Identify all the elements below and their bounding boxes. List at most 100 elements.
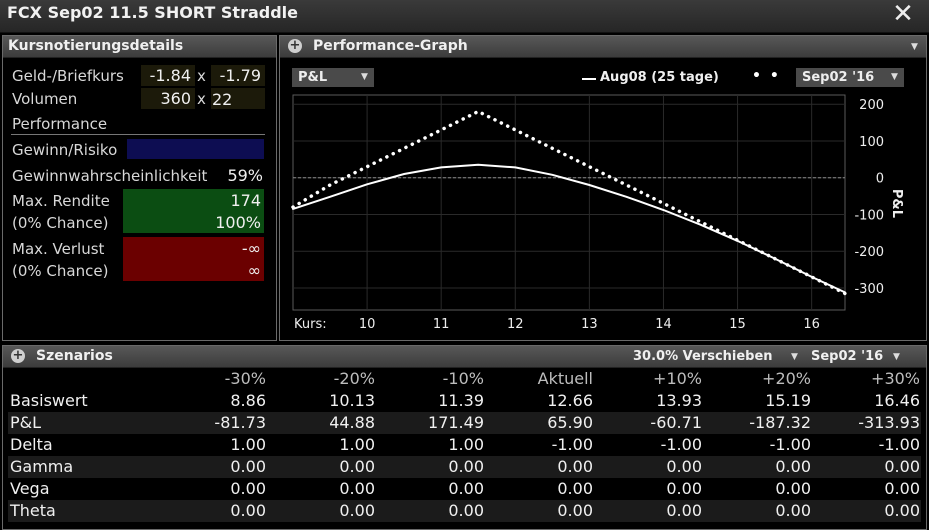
table-cell: 1.00: [230, 435, 266, 454]
bid-size-box: [141, 88, 195, 109]
performance-graph-header: + Performance-Graph ▼: [280, 36, 926, 58]
y-tick-label: 100: [859, 135, 884, 150]
column-header: Aktuell: [537, 369, 593, 388]
table-cell: 0.00: [775, 501, 811, 520]
column-header: -30%: [224, 369, 266, 388]
probability-value: 59%: [227, 166, 263, 185]
probability-label: Gewinnwahrscheinlichkeit: [12, 167, 208, 185]
table-cell: -187.32: [749, 413, 811, 432]
max-loss-label: Max. Verlust: [12, 240, 105, 258]
scenario-panel: + Szenarios 30.0% Verschieben ▼ Sep02 '1…: [2, 345, 927, 530]
row-label: Delta: [10, 435, 53, 454]
gain-risk-label: Gewinn/Risiko: [12, 141, 118, 159]
table-cell: 11.39: [438, 391, 484, 410]
metric-dropdown[interactable]: P&L ▼: [292, 68, 374, 87]
max-return-value: 174: [230, 191, 261, 210]
row-label: Basiswert: [10, 391, 88, 410]
chevron-down-icon[interactable]: ▼: [791, 352, 798, 362]
max-loss-chance-value: ∞: [247, 261, 261, 280]
scenario-title: Szenarios: [36, 348, 113, 364]
expiry-dropdown[interactable]: Sep02 '16 ▼: [796, 68, 904, 87]
table-cell: 0.00: [230, 501, 266, 520]
y-axis-label: P&L: [889, 189, 904, 218]
ask-size-box: [211, 88, 265, 109]
table-cell: 0.00: [884, 457, 920, 476]
scenario-expiry-dropdown[interactable]: Sep02 '16: [811, 349, 884, 364]
table-cell: 0.00: [230, 479, 266, 498]
table-cell: 171.49: [428, 413, 484, 432]
table-cell: -1.00: [769, 435, 811, 454]
volume-separator: x: [197, 90, 206, 108]
table-row: P&L -81.73 44.88 171.49 65.90 -60.71 -187.32 -3…: [8, 412, 921, 434]
legend-solid-line-icon: [582, 78, 596, 80]
row-label: Vega: [10, 479, 50, 498]
x-tick-label: 10: [359, 317, 376, 332]
table-cell: 8.86: [230, 391, 266, 410]
table-cell: 0.00: [557, 457, 593, 476]
table-cell: 15.19: [765, 391, 811, 410]
table-cell: -81.73: [214, 413, 266, 432]
y-tick-label: 0: [876, 172, 884, 187]
table-cell: -1.00: [878, 435, 920, 454]
table-row: Gamma 0.00 0.00 0.00 0.00 0.00 0.00 0.00: [8, 456, 921, 478]
table-row: Delta 1.00 1.00 1.00 -1.00 -1.00 -1.00 -1.00: [8, 434, 921, 456]
title-bar: [0, 0, 929, 33]
x-tick-label: 16: [803, 317, 820, 332]
scenario-table: -30% -20% -10% Aktuell +10% +20% +30% Basiswert…: [3, 368, 926, 528]
column-header: -10%: [442, 369, 484, 388]
quote-details-header: Kursnotierungsdetails: [3, 36, 276, 58]
metric-dropdown-label: P&L: [298, 70, 328, 85]
shift-dropdown[interactable]: 30.0% Verschieben: [633, 349, 773, 364]
table-cell: 0.00: [666, 457, 702, 476]
table-cell: -313.93: [858, 413, 920, 432]
table-cell: 12.66: [547, 391, 593, 410]
table-cell: 0.00: [448, 457, 484, 476]
column-header: +30%: [871, 369, 920, 388]
table-cell: 0.00: [339, 457, 375, 476]
quote-details-panel: Kursnotierungsdetails Geld-/Briefkurs -1…: [2, 35, 277, 341]
table-cell: 0.00: [884, 501, 920, 520]
row-label: Theta: [10, 501, 56, 520]
table-cell: 0.00: [775, 457, 811, 476]
legend-dotted-line-icon: • •: [752, 68, 781, 84]
panel-menu-icon[interactable]: ▼: [911, 42, 918, 52]
bid-ask-label: Geld-/Briefkurs: [12, 67, 124, 85]
volume-label: Volumen: [12, 90, 78, 108]
performance-graph-panel: + Performance-Graph ▼ P&L ▼ Aug08 (25 ta…: [279, 35, 927, 341]
table-cell: 0.00: [666, 501, 702, 520]
table-cell: 0.00: [666, 479, 702, 498]
gain-risk-box: [127, 139, 264, 159]
close-icon[interactable]: ✕: [892, 0, 914, 29]
table-cell: 0.00: [557, 501, 593, 520]
x-tick-label: 12: [507, 317, 524, 332]
max-return-label: Max. Rendite: [12, 192, 110, 210]
max-return-chance-label: (0% Chance): [12, 214, 109, 232]
table-cell: 0.00: [884, 479, 920, 498]
performance-chart[interactable]: 10 11 12 13 14 15 16 200 100 0 -100 -200 -300 Kurs: P&…: [280, 60, 926, 340]
table-cell: 44.88: [329, 413, 375, 432]
series-line-expiry: [291, 109, 847, 296]
row-label: Gamma: [10, 457, 74, 476]
table-cell: 0.00: [775, 479, 811, 498]
quote-details-title: Kursnotierungsdetails: [8, 38, 184, 54]
table-cell: 0.00: [448, 501, 484, 520]
x-tick-label: 11: [433, 317, 450, 332]
bid-value: -1.84: [149, 66, 191, 85]
table-cell: 10.13: [329, 391, 375, 410]
ask-size-value: 22: [212, 90, 233, 109]
x-tick-label: 15: [729, 317, 746, 332]
legend-solid-label: Aug08 (25 tage): [600, 70, 719, 85]
row-label: P&L: [10, 413, 42, 432]
max-loss-chance-label: (0% Chance): [12, 262, 109, 280]
chevron-down-icon[interactable]: ▼: [893, 352, 900, 362]
expand-icon[interactable]: +: [11, 348, 25, 363]
table-cell: 1.00: [448, 435, 484, 454]
x-tick-label: 13: [581, 317, 598, 332]
scenario-header-row: -30% -20% -10% Aktuell +10% +20% +30%: [3, 368, 926, 390]
bid-size-value: 360: [160, 89, 191, 108]
chevron-down-icon: ▼: [891, 72, 898, 82]
expand-icon[interactable]: +: [288, 38, 302, 53]
max-loss-box: [123, 237, 264, 281]
scenario-header: + Szenarios 30.0% Verschieben ▼ Sep02 '1…: [3, 346, 926, 368]
table-cell: 13.93: [656, 391, 702, 410]
